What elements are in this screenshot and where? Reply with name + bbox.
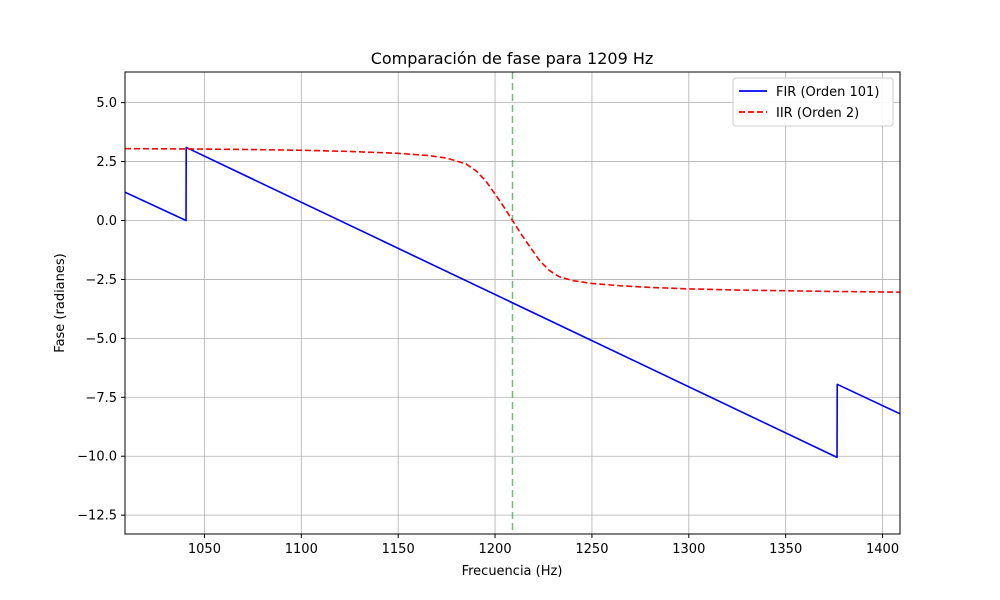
x-axis-label: Frecuencia (Hz) xyxy=(462,564,563,579)
y-axis-label: Fase (radianes) xyxy=(53,253,68,352)
x-tick-label: 1250 xyxy=(575,542,608,557)
x-tick-label: 1300 xyxy=(672,542,705,557)
series-line-fir xyxy=(124,146,901,459)
x-tick-label: 1100 xyxy=(285,542,318,557)
series-line-iir xyxy=(124,147,901,293)
x-tick-label: 1400 xyxy=(866,542,899,557)
legend-label-iir: IIR (Orden 2) xyxy=(776,106,859,121)
legend-label-fir: FIR (Orden 101) xyxy=(776,85,879,100)
legend-box xyxy=(732,77,894,127)
y-axis-ticks: 5.0 2.5 0.0 −2.5 −5.0 −7.5 −10.0 −12.5 xyxy=(77,96,125,524)
series-layer xyxy=(124,146,901,459)
x-tick-label: 1350 xyxy=(769,542,802,557)
y-tick-label: 0.0 xyxy=(96,214,117,229)
y-tick-label: −10.0 xyxy=(77,450,117,465)
x-tick-label: 1150 xyxy=(382,542,415,557)
y-tick-label: 5.0 xyxy=(96,96,117,111)
plot-frame xyxy=(124,71,901,535)
y-tick-label: −5.0 xyxy=(85,332,117,347)
x-axis-ticks: 1050 1100 1150 1200 1250 1300 1350 1400 xyxy=(188,534,899,557)
chart-title: Comparación de fase para 1209 Hz xyxy=(371,49,654,68)
y-tick-label: −12.5 xyxy=(77,509,117,524)
y-tick-label: −7.5 xyxy=(85,391,117,406)
x-tick-label: 1050 xyxy=(188,542,221,557)
y-tick-label: 2.5 xyxy=(96,155,117,170)
x-tick-label: 1200 xyxy=(479,542,512,557)
y-tick-label: −2.5 xyxy=(85,273,117,288)
legend: FIR (Orden 101) IIR (Orden 2) xyxy=(732,77,894,127)
